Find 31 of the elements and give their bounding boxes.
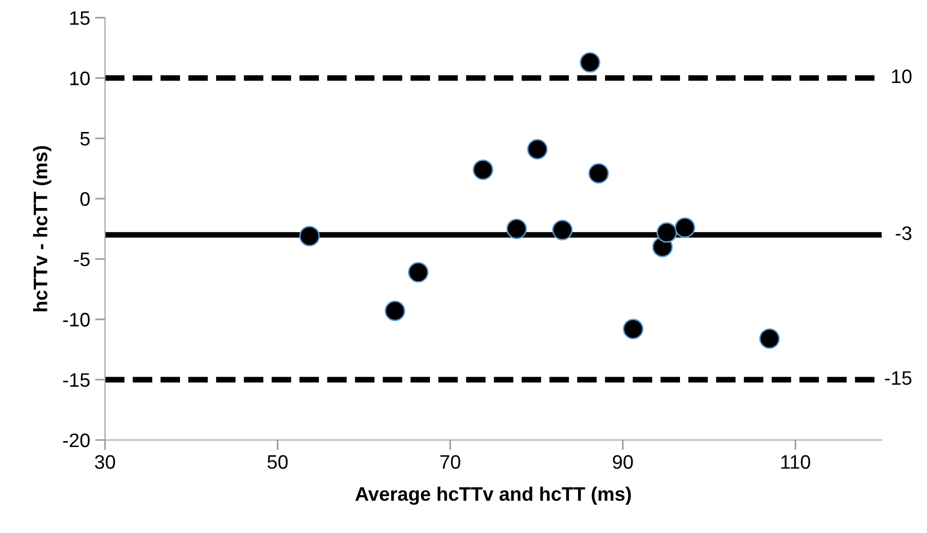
point	[552, 220, 573, 240]
y-tick-label: -15	[63, 373, 90, 387]
point	[506, 218, 527, 240]
point	[384, 300, 406, 322]
y-tick-label: 10	[70, 71, 90, 86]
y-axis-title: hcTTv - hcTT (ms)	[33, 146, 52, 312]
ref-line-label: 10	[892, 69, 912, 84]
point	[622, 318, 644, 340]
y-tick-label: -10	[63, 312, 90, 327]
point	[759, 328, 780, 349]
ref-line-label: -15	[885, 371, 912, 385]
x-tick-label: 30	[94, 455, 116, 469]
x-axis-title: Average hcTTv and hcTT (ms)	[355, 486, 631, 505]
y-tick-label: -20	[63, 433, 90, 448]
point	[472, 159, 494, 180]
point	[527, 138, 548, 160]
ref-line-label: -3	[896, 226, 912, 240]
x-tick-label: 70	[440, 455, 460, 469]
point	[588, 163, 609, 184]
point	[656, 222, 678, 243]
point	[580, 52, 600, 73]
x-tick-label: 110	[781, 455, 810, 469]
x-tick-label: 90	[612, 455, 633, 469]
point	[674, 217, 696, 238]
point	[299, 226, 320, 246]
y-tick-label: 15	[70, 11, 90, 25]
y-tick-label: -5	[74, 252, 90, 266]
x-tick-label: 50	[268, 455, 288, 469]
point	[408, 262, 429, 283]
y-tick-label: 5	[80, 132, 90, 146]
y-tick-label: 0	[80, 192, 90, 206]
